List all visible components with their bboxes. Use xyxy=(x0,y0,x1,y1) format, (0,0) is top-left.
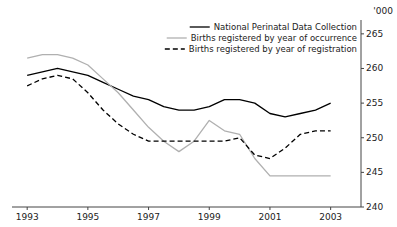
x-tick-label: 1993 xyxy=(16,212,39,222)
y-tick-label: 265 xyxy=(366,29,383,39)
x-tick xyxy=(330,207,331,210)
legend-label: National Perinatal Data Collection xyxy=(214,22,357,32)
legend-swatch xyxy=(190,26,210,27)
y-tick xyxy=(361,172,364,173)
x-axis xyxy=(12,207,361,208)
y-tick-label: 250 xyxy=(366,133,383,143)
legend-swatch xyxy=(165,48,185,49)
y-tick xyxy=(361,68,364,69)
x-tick-label: 2003 xyxy=(319,212,342,222)
y-axis xyxy=(361,20,362,207)
line xyxy=(27,68,330,116)
x-tick xyxy=(269,207,270,210)
legend-swatch xyxy=(167,37,187,38)
line xyxy=(27,55,330,176)
y-tick-label: 260 xyxy=(366,63,383,73)
line xyxy=(27,75,330,158)
x-tick-label: 1999 xyxy=(198,212,221,222)
x-tick xyxy=(87,207,88,210)
y-tick xyxy=(361,207,364,208)
y-tick xyxy=(361,103,364,104)
plot-area xyxy=(27,55,330,176)
y-tick xyxy=(361,33,364,34)
x-tick xyxy=(148,207,149,210)
legend-label: Births registered by year of registratio… xyxy=(189,44,357,54)
x-tick xyxy=(209,207,210,210)
x-tick-label: 2001 xyxy=(259,212,282,222)
legend-label: Births registered by year of occurrence xyxy=(191,33,357,43)
x-tick xyxy=(27,207,28,210)
x-tick-label: 1995 xyxy=(76,212,99,222)
legend: National Perinatal Data CollectionBirths… xyxy=(165,22,357,54)
chart: 1993 1995 1997 1999 2001 2003 240 245 250 255 260 2… xyxy=(0,0,397,227)
y-tick-label: 255 xyxy=(366,98,383,108)
y-tick-label: 245 xyxy=(366,167,383,177)
y-tick-label: 240 xyxy=(366,202,383,212)
y-axis-label: '000 xyxy=(373,6,393,16)
x-tick-label: 1997 xyxy=(137,212,160,222)
y-tick xyxy=(361,137,364,138)
